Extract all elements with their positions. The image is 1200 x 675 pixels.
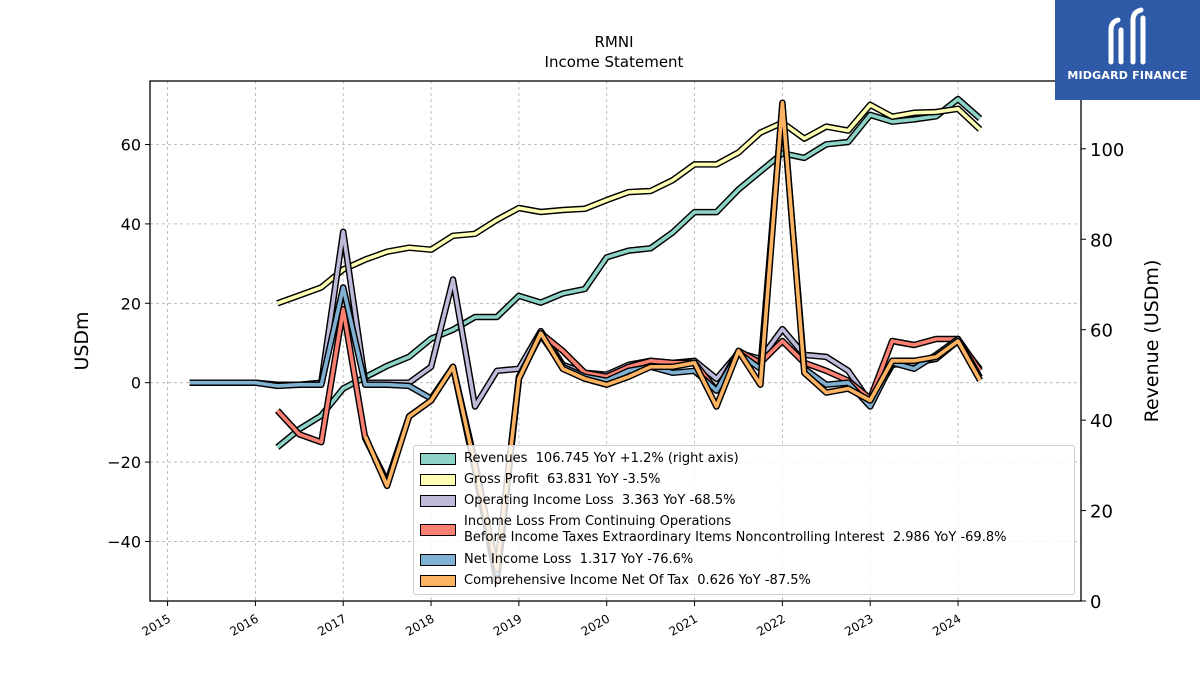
- y-tick-label: −20: [107, 453, 141, 472]
- x-tick-label: 2015: [140, 611, 173, 638]
- chart-title: RMNI: [594, 33, 633, 51]
- brand-name: MIDGARD FINANCE: [1067, 69, 1188, 82]
- plot-frame: [149, 80, 1082, 602]
- series-layer: [189, 95, 983, 585]
- x-tick-label: 2016: [227, 611, 260, 638]
- legend-label: Comprehensive Income Net Of Tax 0.626 Yo…: [464, 573, 811, 588]
- legend-swatch: [420, 453, 456, 465]
- x-tick-label: 2018: [403, 611, 436, 638]
- legend-label: Net Income Loss 1.317 YoY -76.6%: [464, 552, 694, 567]
- y-tick-label: −40: [107, 532, 141, 551]
- y2-tick-label: 20: [1090, 502, 1113, 523]
- legend-item: Income Loss From Continuing Operations B…: [420, 514, 1006, 546]
- x-tick-label: 2021: [667, 611, 700, 638]
- series-1-group: [276, 101, 983, 307]
- legend-label: Operating Income Loss 3.363 YoY -68.5%: [464, 493, 736, 508]
- legend-swatch: [420, 524, 456, 536]
- legend-swatch: [420, 554, 456, 566]
- legend-label: Income Loss From Continuing Operations B…: [464, 514, 1007, 545]
- y-tick-label: 60: [121, 136, 141, 155]
- y-tick-label: 0: [131, 374, 141, 393]
- legend-item: Gross Profit 63.831 YoY -3.5%: [420, 472, 661, 488]
- midgard-emblem-icon: [1108, 7, 1146, 65]
- legend-swatch: [420, 575, 456, 587]
- y-tick-label: 40: [121, 215, 141, 234]
- x-tick-label: 2019: [491, 611, 524, 638]
- legend-item: Operating Income Loss 3.363 YoY -68.5%: [420, 493, 735, 509]
- y2-tick-label: 0: [1090, 592, 1101, 613]
- legend-item: Comprehensive Income Net Of Tax 0.626 Yo…: [420, 573, 811, 589]
- x-tick-label: 2023: [842, 611, 875, 638]
- x-tick-label: 2017: [315, 611, 348, 638]
- y2-tick-label: 40: [1090, 411, 1113, 432]
- series-line: [276, 97, 982, 449]
- legend-item: Net Income Loss 1.317 YoY -76.6%: [420, 552, 693, 568]
- y-tick-label: 20: [121, 294, 141, 313]
- x-tick-label: 2020: [579, 611, 612, 638]
- legend-swatch: [420, 495, 456, 507]
- brand-logo: MIDGARD FINANCE: [1055, 0, 1200, 100]
- series-line: [363, 101, 982, 572]
- y2-tick-label: 80: [1090, 230, 1113, 251]
- y2-tick-label: 60: [1090, 321, 1113, 342]
- series-0-group: [275, 95, 983, 450]
- series-outline: [276, 101, 983, 307]
- y2-axis-label: Revenue (USDm): [1141, 260, 1163, 423]
- legend-swatch: [420, 474, 456, 486]
- y2-tick-label: 100: [1090, 140, 1124, 161]
- legend-item: Revenues 106.745 YoY +1.2% (right axis): [420, 451, 739, 467]
- x-tick-label: 2022: [754, 611, 787, 638]
- chart-legend: Revenues 106.745 YoY +1.2% (right axis) G…: [413, 445, 1075, 595]
- legend-label: Gross Profit 63.831 YoY -3.5%: [464, 472, 661, 487]
- chart-subtitle: Income Statement: [545, 53, 684, 71]
- legend-label: Revenues 106.745 YoY +1.2% (right axis): [464, 451, 739, 466]
- series-line: [276, 103, 982, 305]
- series-5-group: [362, 99, 983, 573]
- y-axis-label: USDm: [71, 311, 93, 370]
- x-tick-label: 2024: [930, 611, 963, 638]
